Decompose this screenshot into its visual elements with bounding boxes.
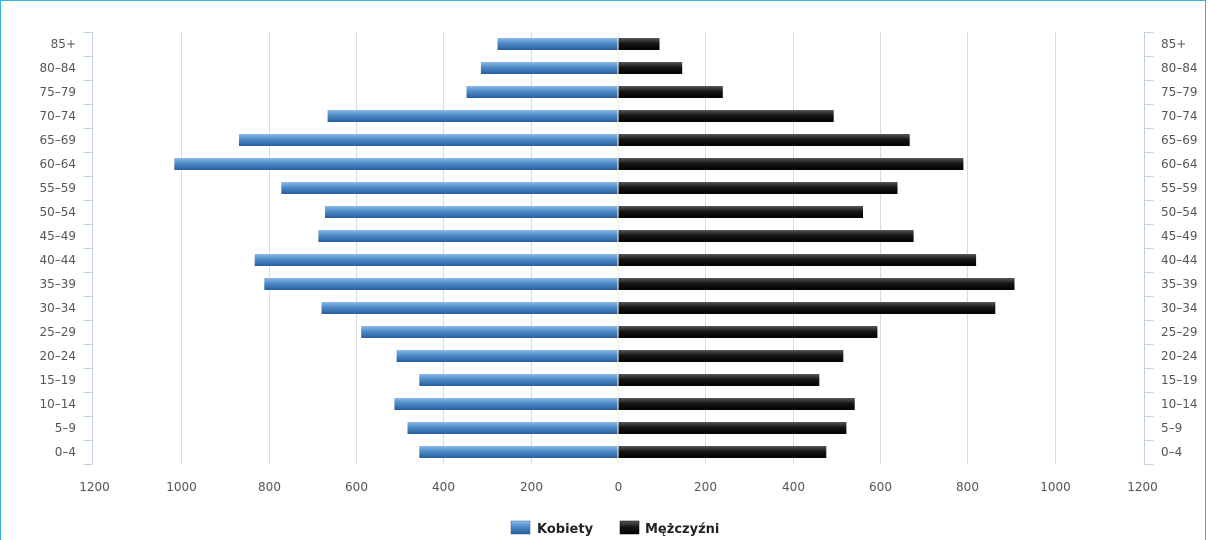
left-category-label: 10–14 [39,397,76,411]
left-category-label: 70–74 [39,109,76,123]
bar-mezczyzni-80–84[interactable] [618,62,683,74]
left-category-label: 30–34 [39,301,76,315]
bar-mezczyzni-75–79[interactable] [618,86,723,98]
x-tick-label: 800 [956,480,979,494]
left-category-label: 0–4 [55,445,76,459]
right-category-label: 35–39 [1161,277,1198,291]
left-category-label: 80–84 [39,61,76,75]
bar-kobiety-0–4[interactable] [419,446,618,458]
left-category-label: 15–19 [39,373,76,387]
bar-mezczyzni-20–24[interactable] [618,350,844,362]
legend-swatch [510,520,531,535]
left-category-label: 55–59 [39,181,76,195]
left-category-label: 85+ [51,37,76,51]
right-category-label: 30–34 [1161,301,1198,315]
x-tick-label: 1000 [166,480,197,494]
bar-kobiety-55–59[interactable] [281,182,618,194]
bar-kobiety-35–39[interactable] [264,278,618,290]
bar-kobiety-70–74[interactable] [327,110,618,122]
bar-mezczyzni-55–59[interactable] [618,182,898,194]
left-category-label: 5–9 [55,421,76,435]
right-category-label: 55–59 [1161,181,1198,195]
bar-mezczyzni-25–29[interactable] [618,326,878,338]
right-category-label: 80–84 [1161,61,1198,75]
left-category-label: 75–79 [39,85,76,99]
bar-kobiety-80–84[interactable] [480,62,618,74]
bar-kobiety-25–29[interactable] [361,326,618,338]
left-category-label: 25–29 [39,325,76,339]
right-category-label: 15–19 [1161,373,1198,387]
x-tick-label: 1000 [1040,480,1071,494]
bar-kobiety-65–69[interactable] [239,134,618,146]
left-category-label: 35–39 [39,277,76,291]
right-category-label: 75–79 [1161,85,1198,99]
bar-kobiety-30–34[interactable] [321,302,619,314]
legend-label: Mężczyźni [645,522,719,537]
grid-layer [181,32,1056,464]
right-category-label: 65–69 [1161,133,1198,147]
right-category-label: 40–44 [1161,253,1198,267]
right-category-label: 20–24 [1161,349,1198,363]
left-category-label: 65–69 [39,133,76,147]
bar-kobiety-75–79[interactable] [466,86,619,98]
x-tick-label: 400 [432,480,455,494]
legend[interactable]: Kobiety Mężczyźni [510,520,719,537]
bar-mezczyzni-0–4[interactable] [618,446,827,458]
bar-kobiety-10–14[interactable] [394,398,618,410]
bar-kobiety-50–54[interactable] [325,206,618,218]
bar-kobiety-45–49[interactable] [318,230,618,242]
bar-mezczyzni-35–39[interactable] [618,278,1015,290]
bar-mezczyzni-5–9[interactable] [618,422,847,434]
left-category-label: 40–44 [39,253,76,267]
bar-mezczyzni-65–69[interactable] [618,134,910,146]
x-tick-label: 1200 [1127,480,1158,494]
x-tick-label: 1200 [79,480,110,494]
bar-mezczyzni-40–44[interactable] [618,254,977,266]
left-category-label: 45–49 [39,229,76,243]
left-category-label: 20–24 [39,349,76,363]
right-category-label: 85+ [1161,37,1186,51]
right-category-label: 70–74 [1161,109,1198,123]
bar-mezczyzni-85+[interactable] [618,38,660,50]
bar-mezczyzni-50–54[interactable] [618,206,863,218]
bar-kobiety-15–19[interactable] [419,374,618,386]
x-tick-label: 800 [258,480,281,494]
left-category-label: 60–64 [39,157,76,171]
bar-mezczyzni-45–49[interactable] [618,230,914,242]
bar-mezczyzni-30–34[interactable] [618,302,996,314]
x-tick-label: 0 [615,480,623,494]
bar-mezczyzni-60–64[interactable] [618,158,964,170]
right-category-label: 5–9 [1161,421,1182,435]
legend-item-kobiety[interactable]: Kobiety [510,520,594,537]
right-category-label: 25–29 [1161,325,1198,339]
bar-kobiety-85+[interactable] [497,38,619,50]
bar-mezczyzni-15–19[interactable] [618,374,820,386]
right-category-label: 60–64 [1161,157,1198,171]
legend-swatch [619,520,640,535]
bar-layer [174,32,1015,464]
right-category-label: 50–54 [1161,205,1198,219]
legend-item-mezczyzni[interactable]: Mężczyźni [619,520,719,537]
legend-label: Kobiety [537,522,594,537]
axis-layer: 1200 1000 800 600 400 200 0 200 400 600 800 1000 120… [39,32,1198,494]
x-tick-label: 600 [345,480,368,494]
left-category-label: 50–54 [39,205,76,219]
bar-kobiety-40–44[interactable] [254,254,618,266]
x-tick-label: 600 [869,480,892,494]
bar-kobiety-5–9[interactable] [407,422,619,434]
x-tick-label: 400 [782,480,805,494]
bar-mezczyzni-10–14[interactable] [618,398,855,410]
right-category-label: 45–49 [1161,229,1198,243]
x-tick-label: 200 [520,480,543,494]
right-category-label: 0–4 [1161,445,1182,459]
x-tick-label: 200 [694,480,717,494]
bar-kobiety-20–24[interactable] [396,350,618,362]
bar-kobiety-60–64[interactable] [174,158,619,170]
right-category-label: 10–14 [1161,397,1198,411]
bar-mezczyzni-70–74[interactable] [618,110,834,122]
